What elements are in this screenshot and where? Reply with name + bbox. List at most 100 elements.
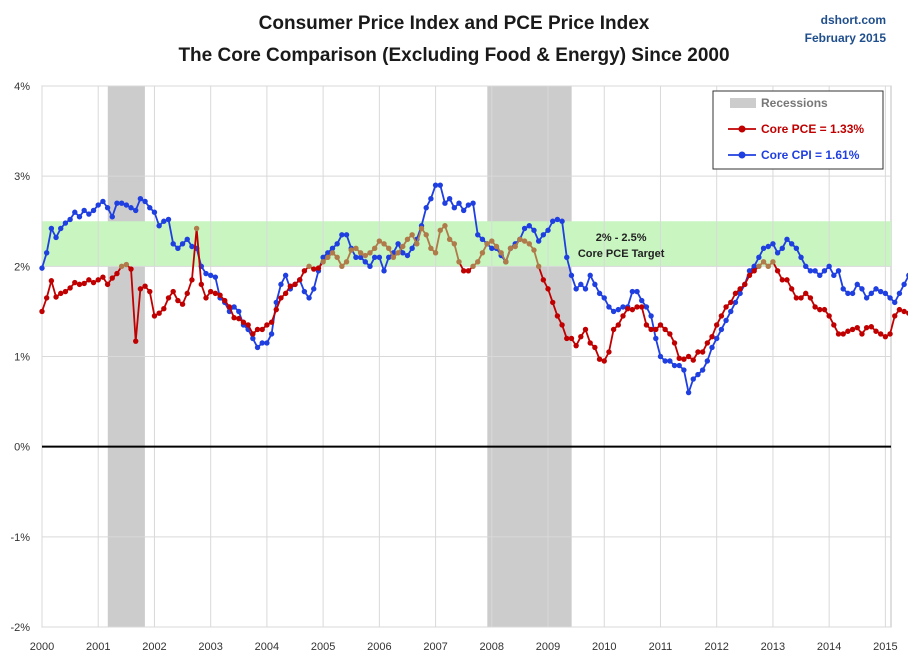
axis-ticks: 2000 2001 2002 2003 2004 2005 2006 2007 2008 2009… (10, 81, 897, 653)
target-band-label-line2: Core PCE Target (578, 248, 665, 260)
core-cpi-point (896, 290, 903, 297)
core-pce-point (695, 349, 701, 355)
core-cpi-point (681, 367, 687, 373)
core-pce-point (193, 225, 200, 232)
core-pce-point (343, 259, 350, 265)
core-pce-point (156, 310, 162, 316)
core-pce-point (667, 331, 673, 337)
core-cpi-point (236, 308, 242, 315)
x-tick-label: 2010 (592, 641, 616, 653)
core-cpi-point (634, 288, 640, 295)
legend-pce-marker (738, 125, 746, 133)
core-cpi-segment (472, 203, 479, 235)
core-cpi-point (86, 211, 92, 217)
core-cpi-point (873, 286, 879, 292)
core-pce-point (704, 340, 711, 346)
x-tick-label: 2012 (704, 641, 728, 653)
core-cpi-point (465, 202, 472, 208)
core-pce-point (634, 304, 640, 310)
core-pce-point (123, 261, 130, 268)
core-pce-point (320, 259, 326, 265)
core-pce-point (109, 275, 115, 281)
core-cpi-point (409, 245, 415, 251)
core-cpi-point (395, 241, 401, 247)
core-pce-point (43, 295, 50, 301)
core-pce-point (550, 299, 556, 306)
core-pce-point (774, 268, 781, 274)
core-pce-point (395, 250, 401, 256)
core-pce-point (250, 331, 256, 337)
core-cpi-point (268, 331, 275, 337)
core-pce-point (493, 243, 500, 250)
core-cpi-point (264, 340, 270, 346)
core-pce-point (868, 324, 875, 330)
core-pce-point (812, 304, 818, 310)
core-pce-point (892, 313, 898, 319)
core-cpi-point (451, 205, 458, 211)
core-pce-point (353, 245, 359, 251)
core-pce-point (803, 290, 809, 297)
core-pce-point (301, 268, 308, 274)
core-pce-point (835, 331, 842, 337)
core-cpi-point (184, 236, 190, 242)
core-cpi-point (854, 281, 860, 288)
core-pce-point (442, 223, 448, 229)
core-pce-point (662, 326, 668, 333)
core-cpi-point (203, 270, 209, 277)
core-cpi-point (325, 250, 331, 256)
core-cpi-point (376, 254, 383, 261)
core-pce-point (428, 245, 434, 251)
core-cpi-point (620, 304, 626, 310)
core-pce-point (601, 358, 607, 364)
legend-pce-label: Core PCE = 1.33% (761, 122, 864, 136)
core-pce-point (400, 243, 406, 250)
core-pce-point (339, 263, 345, 270)
core-pce-point (217, 292, 223, 298)
core-pce-point (629, 306, 636, 313)
core-pce-point (624, 306, 631, 312)
core-pce-point (161, 306, 167, 312)
core-cpi-point (250, 335, 256, 342)
core-pce-segment (191, 228, 198, 280)
core-pce-point (184, 290, 190, 297)
y-tick-label: 2% (14, 261, 30, 273)
core-pce-segment (134, 288, 142, 342)
plot-area: 2000 2001 2002 2003 2004 2005 2006 2007 2008 2009… (10, 81, 908, 653)
core-pce-point (348, 247, 354, 253)
core-cpi-point (381, 268, 387, 274)
x-tick-label: 2011 (649, 641, 673, 653)
core-cpi-point (437, 182, 443, 188)
core-pce-point (207, 288, 214, 295)
core-cpi-point (109, 214, 115, 220)
core-pce-point (709, 333, 715, 340)
core-pce-point (863, 324, 870, 331)
core-cpi-point (610, 308, 617, 315)
core-pce-point (489, 238, 495, 244)
core-cpi-point (892, 299, 898, 306)
core-cpi-segment (561, 221, 568, 258)
core-pce-point (231, 315, 237, 321)
core-cpi-point (207, 272, 214, 279)
core-pce-point (62, 288, 69, 295)
core-pce-point (273, 306, 279, 313)
core-cpi-point (568, 272, 575, 279)
core-cpi-point (39, 265, 45, 271)
core-cpi-point (460, 207, 467, 214)
core-cpi-point (81, 207, 87, 214)
core-cpi-point (95, 202, 101, 208)
core-cpi-point (386, 254, 392, 261)
core-pce-point (357, 250, 364, 256)
core-pce-point (437, 227, 443, 233)
core-pce-point (409, 232, 415, 238)
core-cpi-point (779, 245, 785, 251)
core-pce-point (620, 313, 626, 319)
core-pce-point (465, 268, 472, 274)
core-pce-point (498, 250, 504, 256)
core-pce-point (840, 331, 846, 337)
core-cpi-point (432, 182, 439, 188)
core-pce-point (179, 301, 186, 307)
core-pce-point (831, 322, 837, 328)
core-cpi-point (231, 304, 237, 310)
core-pce-point (568, 335, 575, 342)
core-pce-point (254, 326, 261, 333)
